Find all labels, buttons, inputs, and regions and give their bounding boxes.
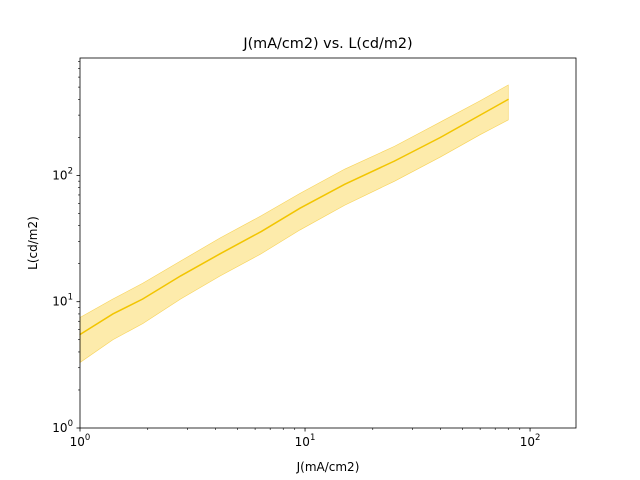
data-point	[142, 298, 143, 299]
chart-title: J(mA/cm2) vs. L(cd/m2)	[242, 36, 412, 52]
data-point	[112, 313, 113, 314]
data-point	[180, 275, 181, 276]
data-point	[220, 253, 221, 254]
data-point	[394, 160, 395, 161]
data-point	[440, 137, 441, 138]
data-point	[261, 231, 262, 232]
y-axis-label: L(cd/m2)	[26, 216, 40, 270]
data-point	[299, 208, 300, 209]
x-axis-label: J(mA/cm2)	[296, 460, 360, 474]
data-point	[508, 99, 509, 100]
data-point	[480, 115, 481, 116]
data-point	[344, 184, 345, 185]
